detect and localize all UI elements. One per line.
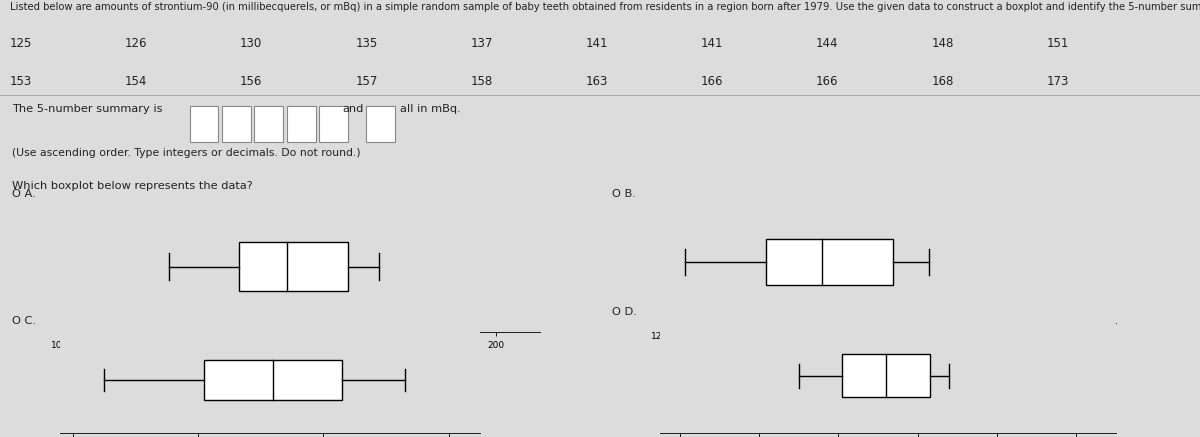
Text: 135: 135	[355, 37, 378, 49]
Text: 148: 148	[931, 37, 954, 49]
Text: 141: 141	[586, 37, 608, 49]
Text: O C.: O C.	[12, 316, 36, 326]
Text: Which boxplot below represents the data?: Which boxplot below represents the data?	[12, 181, 253, 191]
Text: 151: 151	[1046, 37, 1069, 49]
FancyBboxPatch shape	[366, 106, 395, 142]
Text: 166: 166	[816, 75, 839, 88]
FancyBboxPatch shape	[287, 106, 316, 142]
Text: Listed below are amounts of strontium-90 (in millibecquerels, or mBq) in a simpl: Listed below are amounts of strontium-90…	[10, 2, 1200, 12]
Text: The 5-number summary is: The 5-number summary is	[12, 104, 162, 114]
FancyBboxPatch shape	[190, 106, 218, 142]
Text: 158: 158	[470, 75, 493, 88]
Text: 168: 168	[931, 75, 954, 88]
Text: 125: 125	[10, 37, 32, 49]
Bar	[842, 354, 930, 397]
X-axis label: Strontium-90 (mBq): Strontium-90 (mBq)	[842, 347, 934, 356]
Text: 166: 166	[701, 75, 724, 88]
Text: O A.: O A.	[12, 189, 36, 199]
Text: and: and	[342, 104, 364, 114]
Text: 163: 163	[586, 75, 608, 88]
Text: 157: 157	[355, 75, 378, 88]
Text: 141: 141	[701, 37, 724, 49]
FancyBboxPatch shape	[222, 106, 251, 142]
Text: 173: 173	[1046, 75, 1069, 88]
Text: 154: 154	[125, 75, 148, 88]
Text: O B.: O B.	[612, 189, 636, 199]
Text: 144: 144	[816, 37, 839, 49]
Text: 137: 137	[470, 37, 493, 49]
FancyBboxPatch shape	[319, 106, 348, 142]
Bar	[239, 242, 348, 291]
Text: O D.: O D.	[612, 307, 637, 317]
Text: 126: 126	[125, 37, 148, 49]
Bar	[767, 239, 893, 285]
Text: all in mBq.: all in mBq.	[400, 104, 461, 114]
Text: 130: 130	[240, 37, 263, 49]
X-axis label: Strontium-90 (mBq): Strontium-90 (mBq)	[254, 356, 346, 365]
Bar	[204, 360, 342, 400]
Text: (Use ascending order. Type integers or decimals. Do not round.): (Use ascending order. Type integers or d…	[12, 148, 361, 158]
Text: 153: 153	[10, 75, 32, 88]
Text: 156: 156	[240, 75, 263, 88]
FancyBboxPatch shape	[254, 106, 283, 142]
